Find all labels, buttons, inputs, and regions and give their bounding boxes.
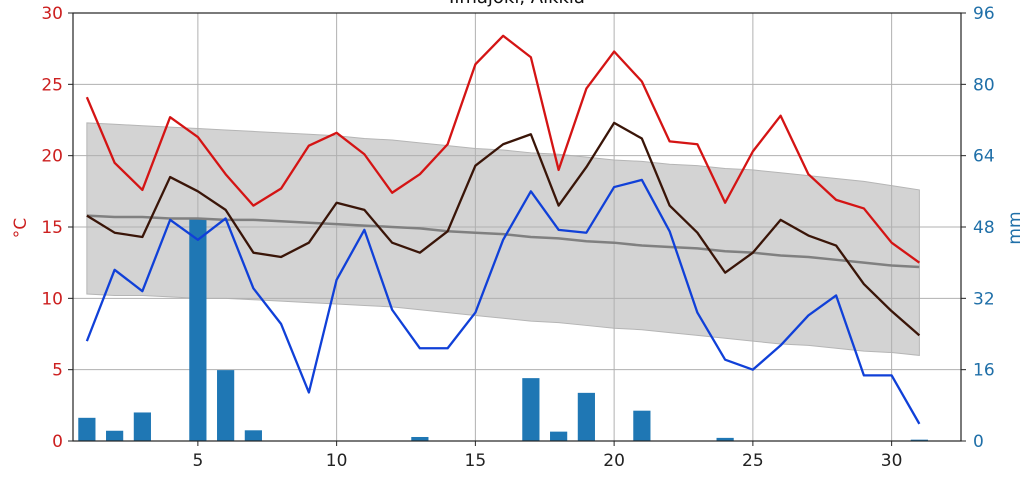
x-tick-label: 10 <box>326 451 348 471</box>
grid <box>73 12 961 442</box>
x-tick-label: 5 <box>192 451 203 471</box>
y-tick-label-left: 15 <box>41 218 63 238</box>
y-tick-label-left: 30 <box>41 4 63 24</box>
precip-bar <box>106 430 124 441</box>
y-tick-label-left: 0 <box>52 432 63 452</box>
y-tick-label-right: 64 <box>973 147 995 167</box>
y-tick-label-left: 5 <box>52 361 63 381</box>
y-tick-label-left: 25 <box>41 75 63 95</box>
y-tick-label-right: 16 <box>973 361 995 381</box>
x-tick-label: 25 <box>742 451 764 471</box>
y-tick-label-left: 10 <box>41 289 63 309</box>
y-axis-label-right: mm <box>1005 211 1025 244</box>
precip-bar <box>411 436 429 441</box>
precip-bar <box>189 218 207 441</box>
precip-bar <box>133 412 151 441</box>
y-tick-label-right: 0 <box>973 432 984 452</box>
precip-bar <box>244 430 262 441</box>
tmin-line <box>85 178 921 425</box>
chart-title: Ilmajoki, Alkkia <box>449 0 585 8</box>
temperature-lines <box>85 34 921 425</box>
precip-bar <box>522 378 540 441</box>
y-tick-label-right: 80 <box>973 75 995 95</box>
precip-bar <box>217 370 235 441</box>
precip-bar <box>577 392 595 441</box>
x-tick-label: 30 <box>881 451 903 471</box>
tmax-line <box>85 34 921 264</box>
y-tick-label-right: 96 <box>973 4 995 24</box>
x-tick-label: 20 <box>603 451 625 471</box>
precip-bar <box>910 439 928 441</box>
precip-bar <box>716 437 734 441</box>
precipitation-bars <box>78 218 928 441</box>
y-tick-label-left: 20 <box>41 147 63 167</box>
tmean-line <box>86 121 921 337</box>
y-tick-label-right: 48 <box>973 218 995 238</box>
axes: 0 5 10 15 20 25 30 0 16 32 48 64 80 96 5 10 15 20 25 30 <box>41 4 994 471</box>
precip-bar <box>78 417 96 441</box>
precip-bar <box>633 410 651 441</box>
y-tick-label-right: 32 <box>973 289 995 309</box>
x-tick-label: 15 <box>465 451 487 471</box>
precip-bar <box>550 431 568 441</box>
y-axis-label-left: °C <box>11 218 31 238</box>
